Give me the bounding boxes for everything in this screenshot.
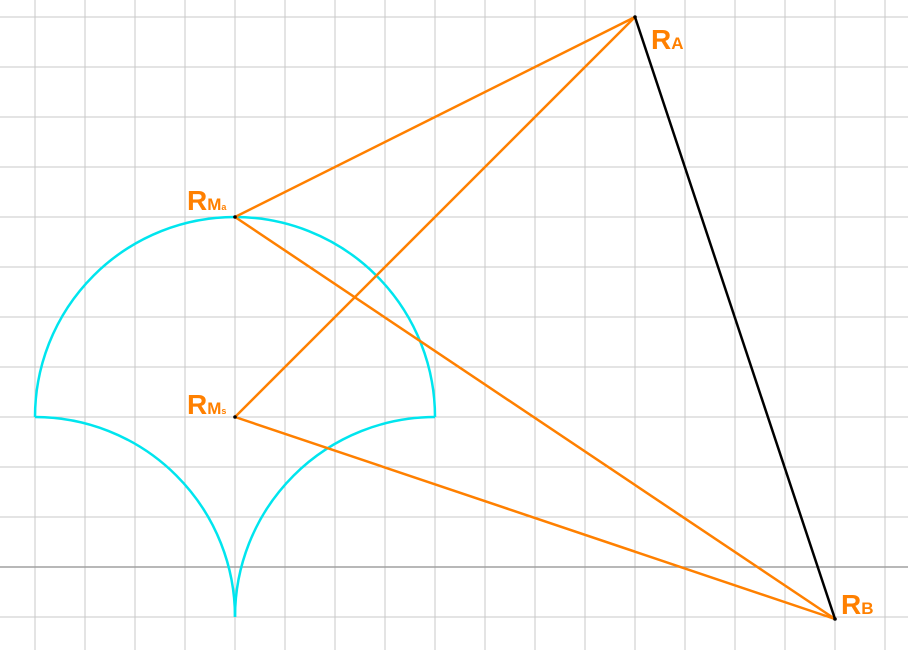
label-rb-sub: B [861,599,873,618]
label-rma-sub-sub: a [221,202,227,212]
label-rma-main: R [187,185,207,216]
label-rms-main: R [187,389,207,420]
label-rms-sub-sub: s [221,406,226,416]
lower-right-arc [233,415,436,618]
points [233,15,837,621]
label-rb: RB [841,589,874,620]
point-ra [633,15,637,19]
label-rma-sub-main: M [207,195,221,214]
segment-rms-rb [234,415,836,621]
label-rms: RMs [187,389,226,420]
label-rb-main: R [841,589,861,620]
lower-left-arc [34,415,237,618]
point-labels: RA RB RMa RMs [187,24,874,620]
label-ra: RA [651,24,684,55]
label-rma: RMa [187,185,227,216]
point-rma [233,215,237,219]
label-rms-sub-main: M [207,399,221,418]
segment-ra-rb [633,16,837,620]
point-rms [233,415,237,419]
label-ra-main: R [651,24,671,55]
point-rb [833,617,837,621]
orange-segments [234,15,836,621]
segment-rms-ra [234,16,636,418]
segment-rma-ra [234,15,636,219]
segment-rma-rb [234,215,836,621]
label-ra-sub: A [671,34,683,53]
